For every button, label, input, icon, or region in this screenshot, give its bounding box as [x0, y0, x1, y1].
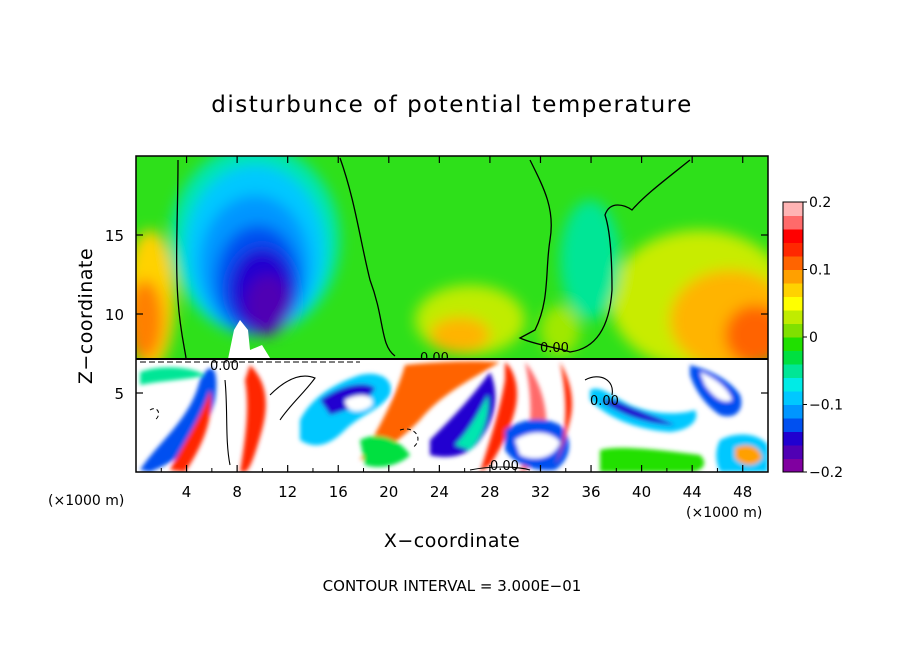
- colorbar-tick-label: 0.1: [809, 263, 831, 279]
- x-tick-label: 40: [632, 483, 651, 501]
- x-tick-label: 12: [278, 483, 297, 501]
- contour-label: 0.00: [210, 359, 239, 374]
- colorbar-tick-label: 0: [809, 330, 818, 346]
- colorbar-band: [783, 310, 803, 324]
- chart-title: disturbunce of potential temperature: [211, 92, 693, 118]
- colorbar-tick-label: −0.2: [809, 465, 843, 481]
- y-tick-label: 15: [105, 227, 124, 245]
- lower-field: 0.00 0.00 0.00: [136, 359, 768, 474]
- colorbar-band: [783, 391, 803, 405]
- x-axis-label: X−coordinate: [384, 530, 520, 552]
- contour-interval-note: CONTOUR INTERVAL = 3.000E−01: [323, 577, 582, 595]
- contour-label: 0.00: [490, 459, 519, 474]
- colorbar-band: [783, 283, 803, 297]
- x-tick-label: 36: [581, 483, 600, 501]
- contour-label: 0.00: [420, 351, 449, 366]
- colorbar-band: [783, 364, 803, 378]
- y-axis-ticks: 5 10 15: [105, 227, 768, 403]
- colorbar-band: [783, 269, 803, 284]
- contour-label: 0.00: [540, 341, 569, 356]
- colorbar-band: [783, 458, 803, 473]
- colorbar-band: [783, 242, 803, 257]
- colorbar-band: [783, 256, 803, 270]
- colorbar-band: [783, 323, 803, 338]
- x-unit-left: (×1000 m): [48, 493, 124, 509]
- colorbar-band: [783, 431, 803, 446]
- x-tick-label: 16: [329, 483, 348, 501]
- colorbar-band: [783, 229, 803, 243]
- upper-field: 0.00 0.00: [136, 156, 768, 366]
- colorbar-band: [783, 377, 803, 392]
- contour-label: 0.00: [590, 394, 619, 409]
- colorbar-band: [783, 418, 803, 432]
- colorbar-band: [783, 296, 803, 311]
- x-tick-label: 20: [379, 483, 398, 501]
- y-tick-label: 10: [105, 306, 124, 324]
- colorbar-band: [783, 215, 803, 230]
- colorbar-band: [783, 404, 803, 419]
- colorbar: 0.2 0.1 0 −0.1 −0.2: [782, 195, 843, 481]
- colorbar-band: [783, 202, 803, 216]
- colorbar-band: [783, 445, 803, 459]
- colorbar-tick-label: 0.2: [809, 195, 831, 211]
- x-tick-label: 24: [430, 483, 449, 501]
- x-tick-label: 8: [232, 483, 242, 501]
- x-tick-label: 48: [733, 483, 752, 501]
- x-tick-label: 44: [683, 483, 702, 501]
- colorbar-band: [783, 350, 803, 365]
- x-tick-label: 32: [531, 483, 550, 501]
- colorbar-band: [783, 337, 803, 351]
- x-axis-ticks: 4 8 12 16 20 24 28 32 36 40 44 48: [160, 156, 752, 501]
- x-tick-label: 4: [182, 483, 192, 501]
- x-unit-right: (×1000 m): [686, 505, 762, 521]
- y-axis-label: Z−coordinate: [75, 248, 97, 384]
- colorbar-tick-label: −0.1: [809, 398, 843, 414]
- y-tick-label: 5: [114, 385, 124, 403]
- x-tick-label: 28: [480, 483, 499, 501]
